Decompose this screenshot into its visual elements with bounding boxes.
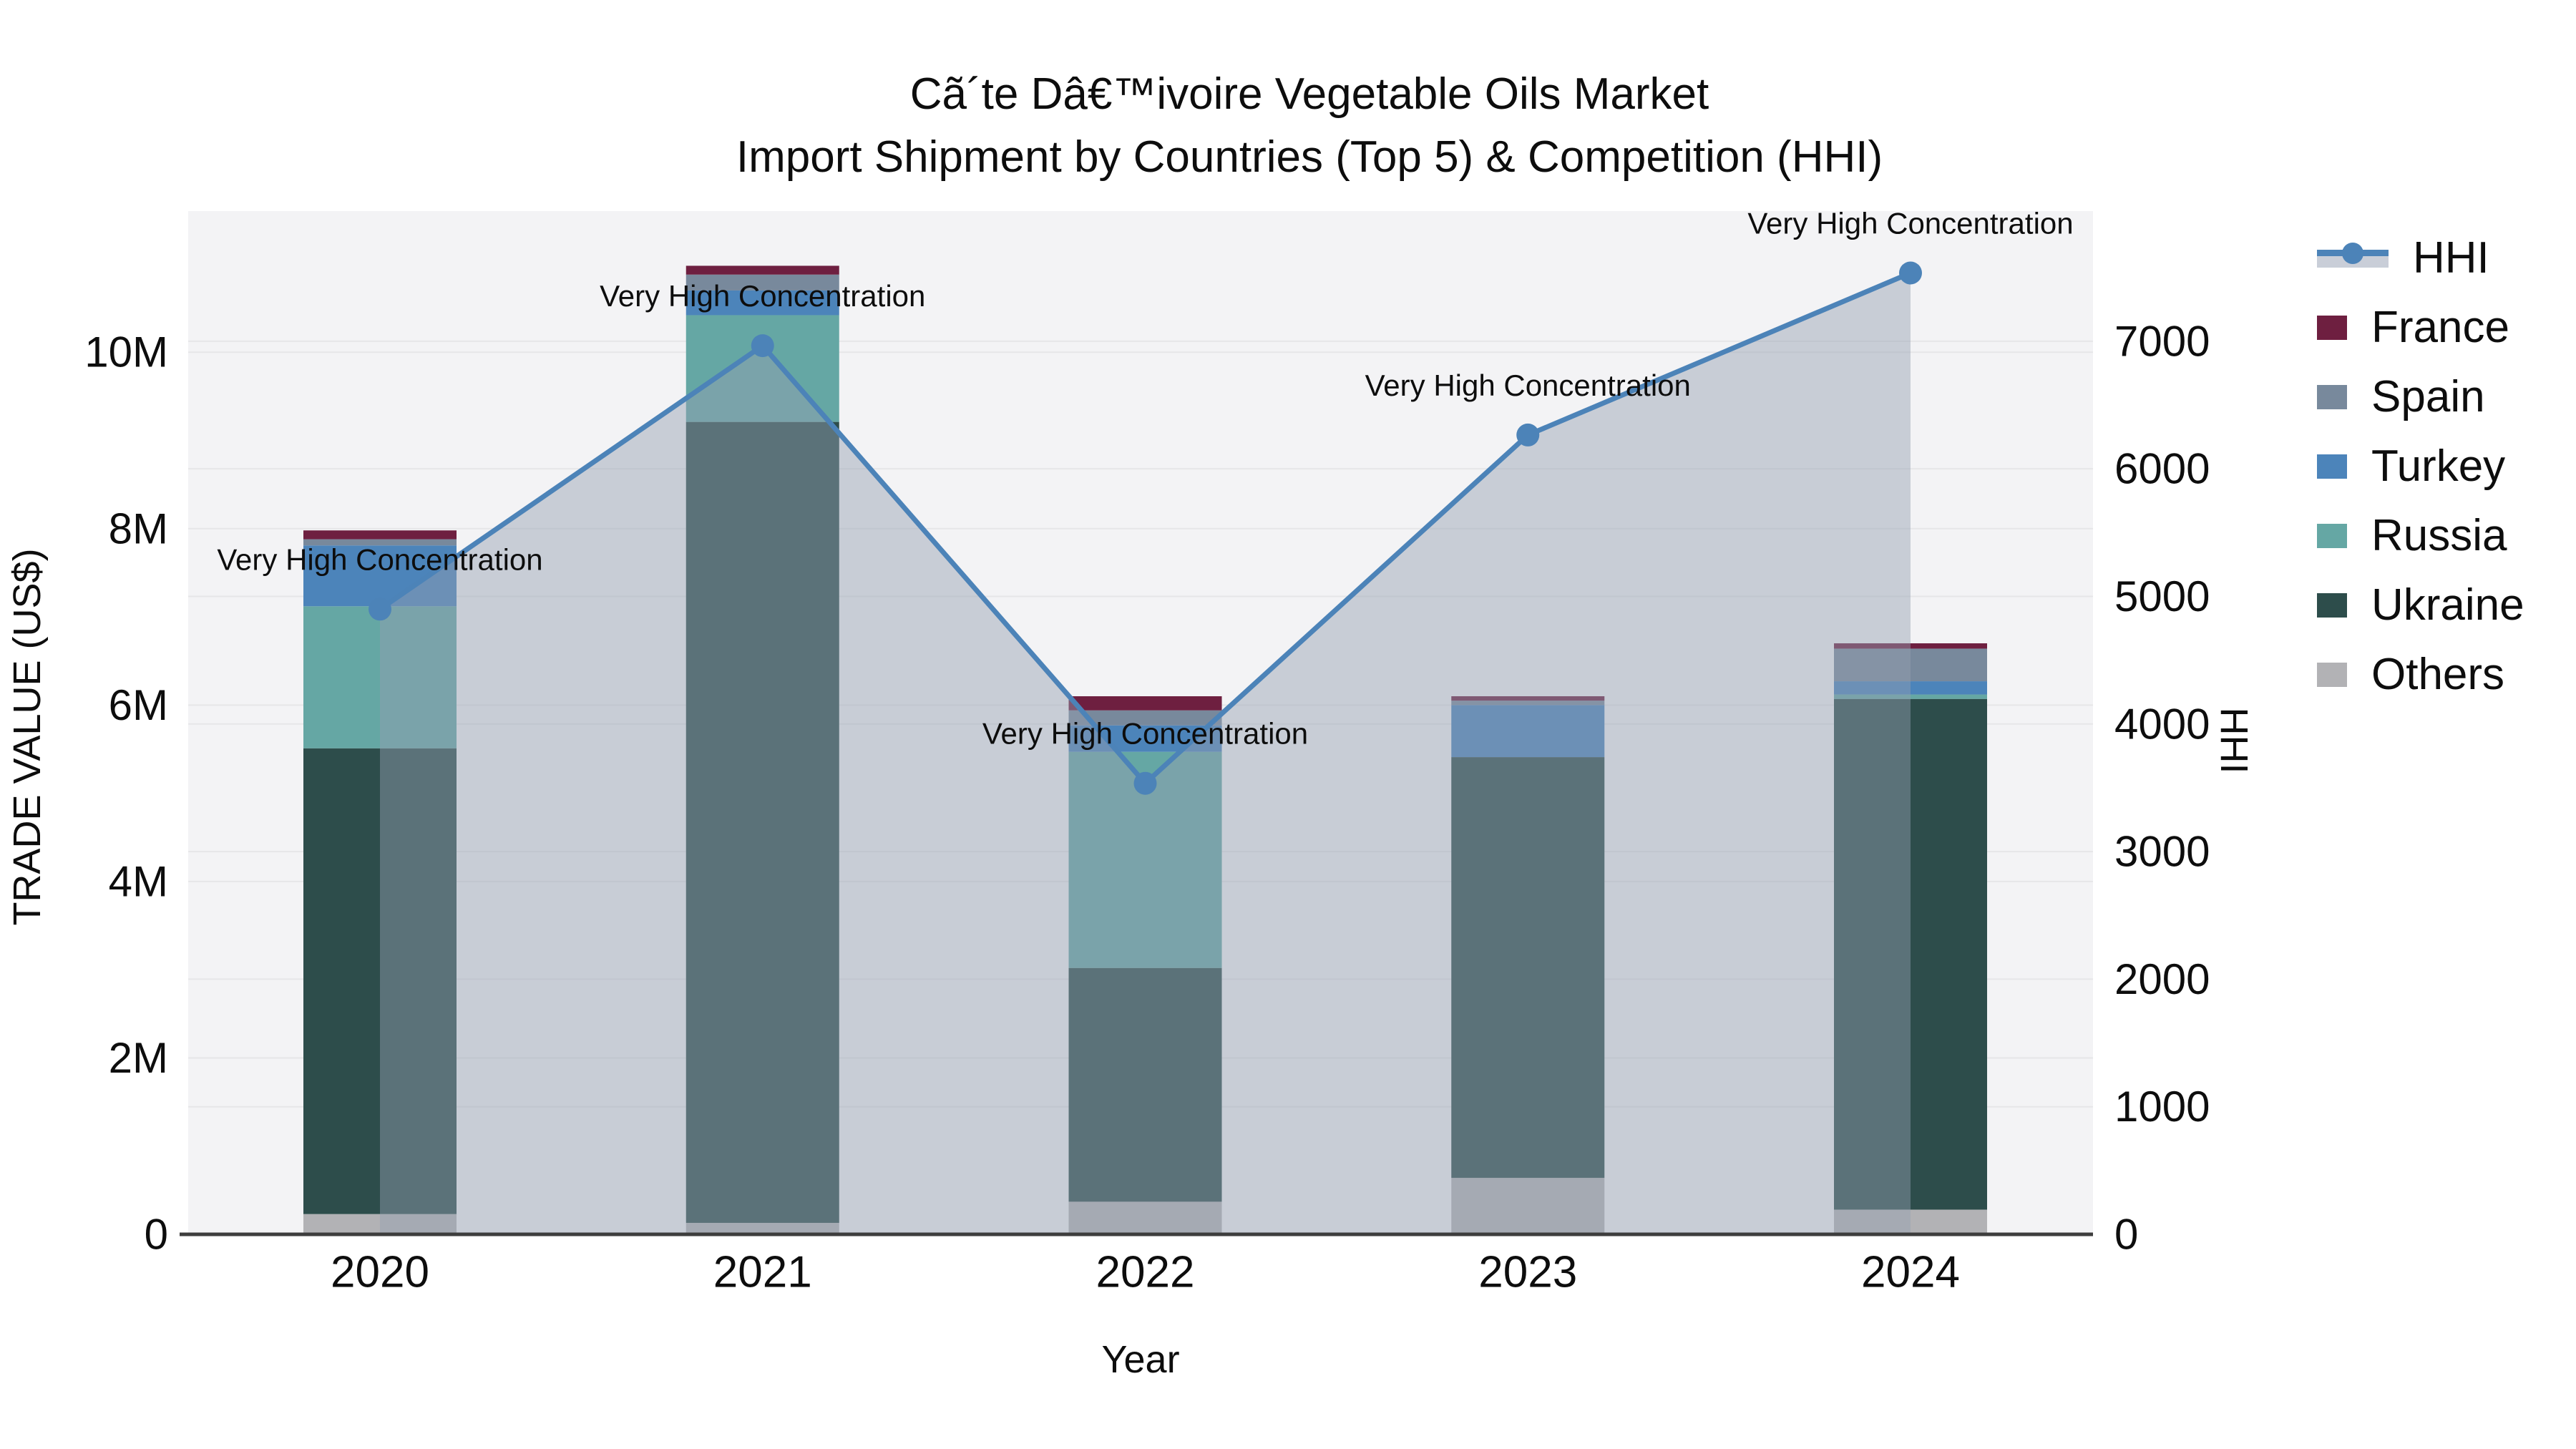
- bar-segment-ukraine-2022: [1068, 967, 1222, 1202]
- legend-entry-france: France: [2317, 293, 2575, 362]
- hhi-marker-icon: [2342, 242, 2363, 264]
- annotation-2023: Very High Concentration: [1365, 369, 1691, 402]
- chart-title-line2: Import Shipment by Countries (Top 5) & C…: [736, 132, 1883, 182]
- hhi-marker-2024: [1899, 261, 1922, 285]
- legend-label-russia: Russia: [2371, 511, 2507, 560]
- legend-line-swatch-hhi: [2317, 242, 2389, 271]
- y-right-tick-4000: 4000: [2114, 700, 2210, 748]
- bar-segment-others-2022: [1068, 1201, 1222, 1234]
- legend: HHI France Spain Turkey Russia Ukraine Others: [2317, 223, 2575, 709]
- legend-label-others: Others: [2371, 650, 2505, 699]
- legend-entry-hhi: HHI: [2317, 223, 2575, 293]
- bar-segment-france-2020: [303, 530, 457, 540]
- x-tick-2020: 2020: [331, 1248, 429, 1297]
- legend-entry-russia: Russia: [2317, 501, 2575, 570]
- y-right-tick-3000: 3000: [2114, 828, 2210, 876]
- bar-segment-spain-2020: [303, 539, 457, 546]
- bar-segment-ukraine-2023: [1451, 757, 1605, 1179]
- y-left-tick-2M: 2M: [109, 1034, 168, 1082]
- annotation-2020: Very High Concentration: [217, 542, 542, 576]
- x-axis-label: Year: [1101, 1338, 1180, 1381]
- annotation-2024: Very High Concentration: [1747, 206, 2073, 240]
- bar-segment-others-2021: [686, 1222, 839, 1234]
- y-left-tick-4M: 4M: [109, 857, 168, 905]
- y-axis-left-label: TRADE VALUE (US$): [6, 548, 49, 926]
- x-tick-2021: 2021: [713, 1248, 812, 1297]
- bar-segment-others-2023: [1451, 1178, 1605, 1234]
- y-axis-right-label: HHI: [2212, 707, 2255, 774]
- bar-segment-ukraine-2021: [686, 421, 839, 1223]
- legend-color-swatch-spain: [2317, 384, 2347, 409]
- legend-label-ukraine: Ukraine: [2371, 580, 2524, 630]
- annotation-2022: Very High Concentration: [982, 717, 1308, 751]
- y-right-tick-0: 0: [2114, 1211, 2138, 1259]
- legend-entry-spain: Spain: [2317, 362, 2575, 431]
- bar-segment-france-2023: [1451, 696, 1605, 701]
- y-right-tick-6000: 6000: [2114, 445, 2210, 493]
- bar-segment-spain-2021: [686, 274, 839, 291]
- legend-entry-others: Others: [2317, 640, 2575, 709]
- bar-segment-others-2020: [303, 1214, 457, 1234]
- bar-segment-turkey-2023: [1451, 705, 1605, 758]
- legend-label-hhi: HHI: [2413, 233, 2489, 283]
- x-tick-2023: 2023: [1478, 1248, 1577, 1297]
- annotation-2021: Very High Concentration: [600, 279, 925, 313]
- bar-segment-ukraine-2020: [303, 748, 457, 1214]
- legend-label-france: France: [2371, 303, 2509, 352]
- legend-color-swatch-russia: [2317, 523, 2347, 548]
- y-right-tick-1000: 1000: [2114, 1083, 2210, 1131]
- bar-segment-spain-2022: [1068, 710, 1222, 726]
- hhi-marker-2023: [1516, 423, 1540, 447]
- hhi-area-fill: [380, 273, 1911, 1235]
- y-left-tick-6M: 6M: [109, 681, 168, 729]
- bar-segment-france-2021: [686, 265, 839, 275]
- legend-color-swatch-others: [2317, 662, 2347, 687]
- x-tick-2022: 2022: [1096, 1248, 1195, 1297]
- hhi-marker-2020: [369, 597, 391, 621]
- bar-segment-spain-2023: [1451, 701, 1605, 706]
- legend-entry-turkey: Turkey: [2317, 431, 2575, 501]
- bar-segment-others-2024: [1834, 1209, 1987, 1234]
- chart-title-line1: Cã´te Dâ€™ivoire Vegetable Oils Market: [909, 69, 1709, 119]
- hhi-marker-2021: [751, 334, 774, 358]
- y-right-tick-2000: 2000: [2114, 955, 2210, 1003]
- legend-label-spain: Spain: [2371, 372, 2485, 421]
- legend-color-swatch-france: [2317, 315, 2347, 340]
- legend-entry-ukraine: Ukraine: [2317, 570, 2575, 640]
- bar-segment-turkey-2024: [1834, 681, 1987, 695]
- x-tick-2024: 2024: [1861, 1248, 1960, 1297]
- legend-color-swatch-turkey: [2317, 454, 2347, 479]
- bar-segment-russia-2020: [303, 606, 457, 748]
- y-right-tick-5000: 5000: [2114, 572, 2210, 620]
- bar-segment-france-2024: [1834, 643, 1987, 649]
- y-left-tick-10M: 10M: [84, 328, 168, 376]
- bar-segment-russia-2024: [1834, 694, 1987, 699]
- bar-segment-ukraine-2024: [1834, 698, 1987, 1210]
- y-left-tick-8M: 8M: [109, 504, 168, 552]
- y-right-tick-7000: 7000: [2114, 317, 2210, 365]
- bar-segment-spain-2024: [1834, 648, 1987, 682]
- bar-segment-france-2022: [1068, 696, 1222, 711]
- bar-segment-turkey-2021: [686, 290, 839, 316]
- legend-label-turkey: Turkey: [2371, 441, 2506, 491]
- hhi-marker-2022: [1133, 771, 1157, 795]
- y-left-tick-0: 0: [145, 1211, 168, 1259]
- legend-color-swatch-ukraine: [2317, 592, 2347, 618]
